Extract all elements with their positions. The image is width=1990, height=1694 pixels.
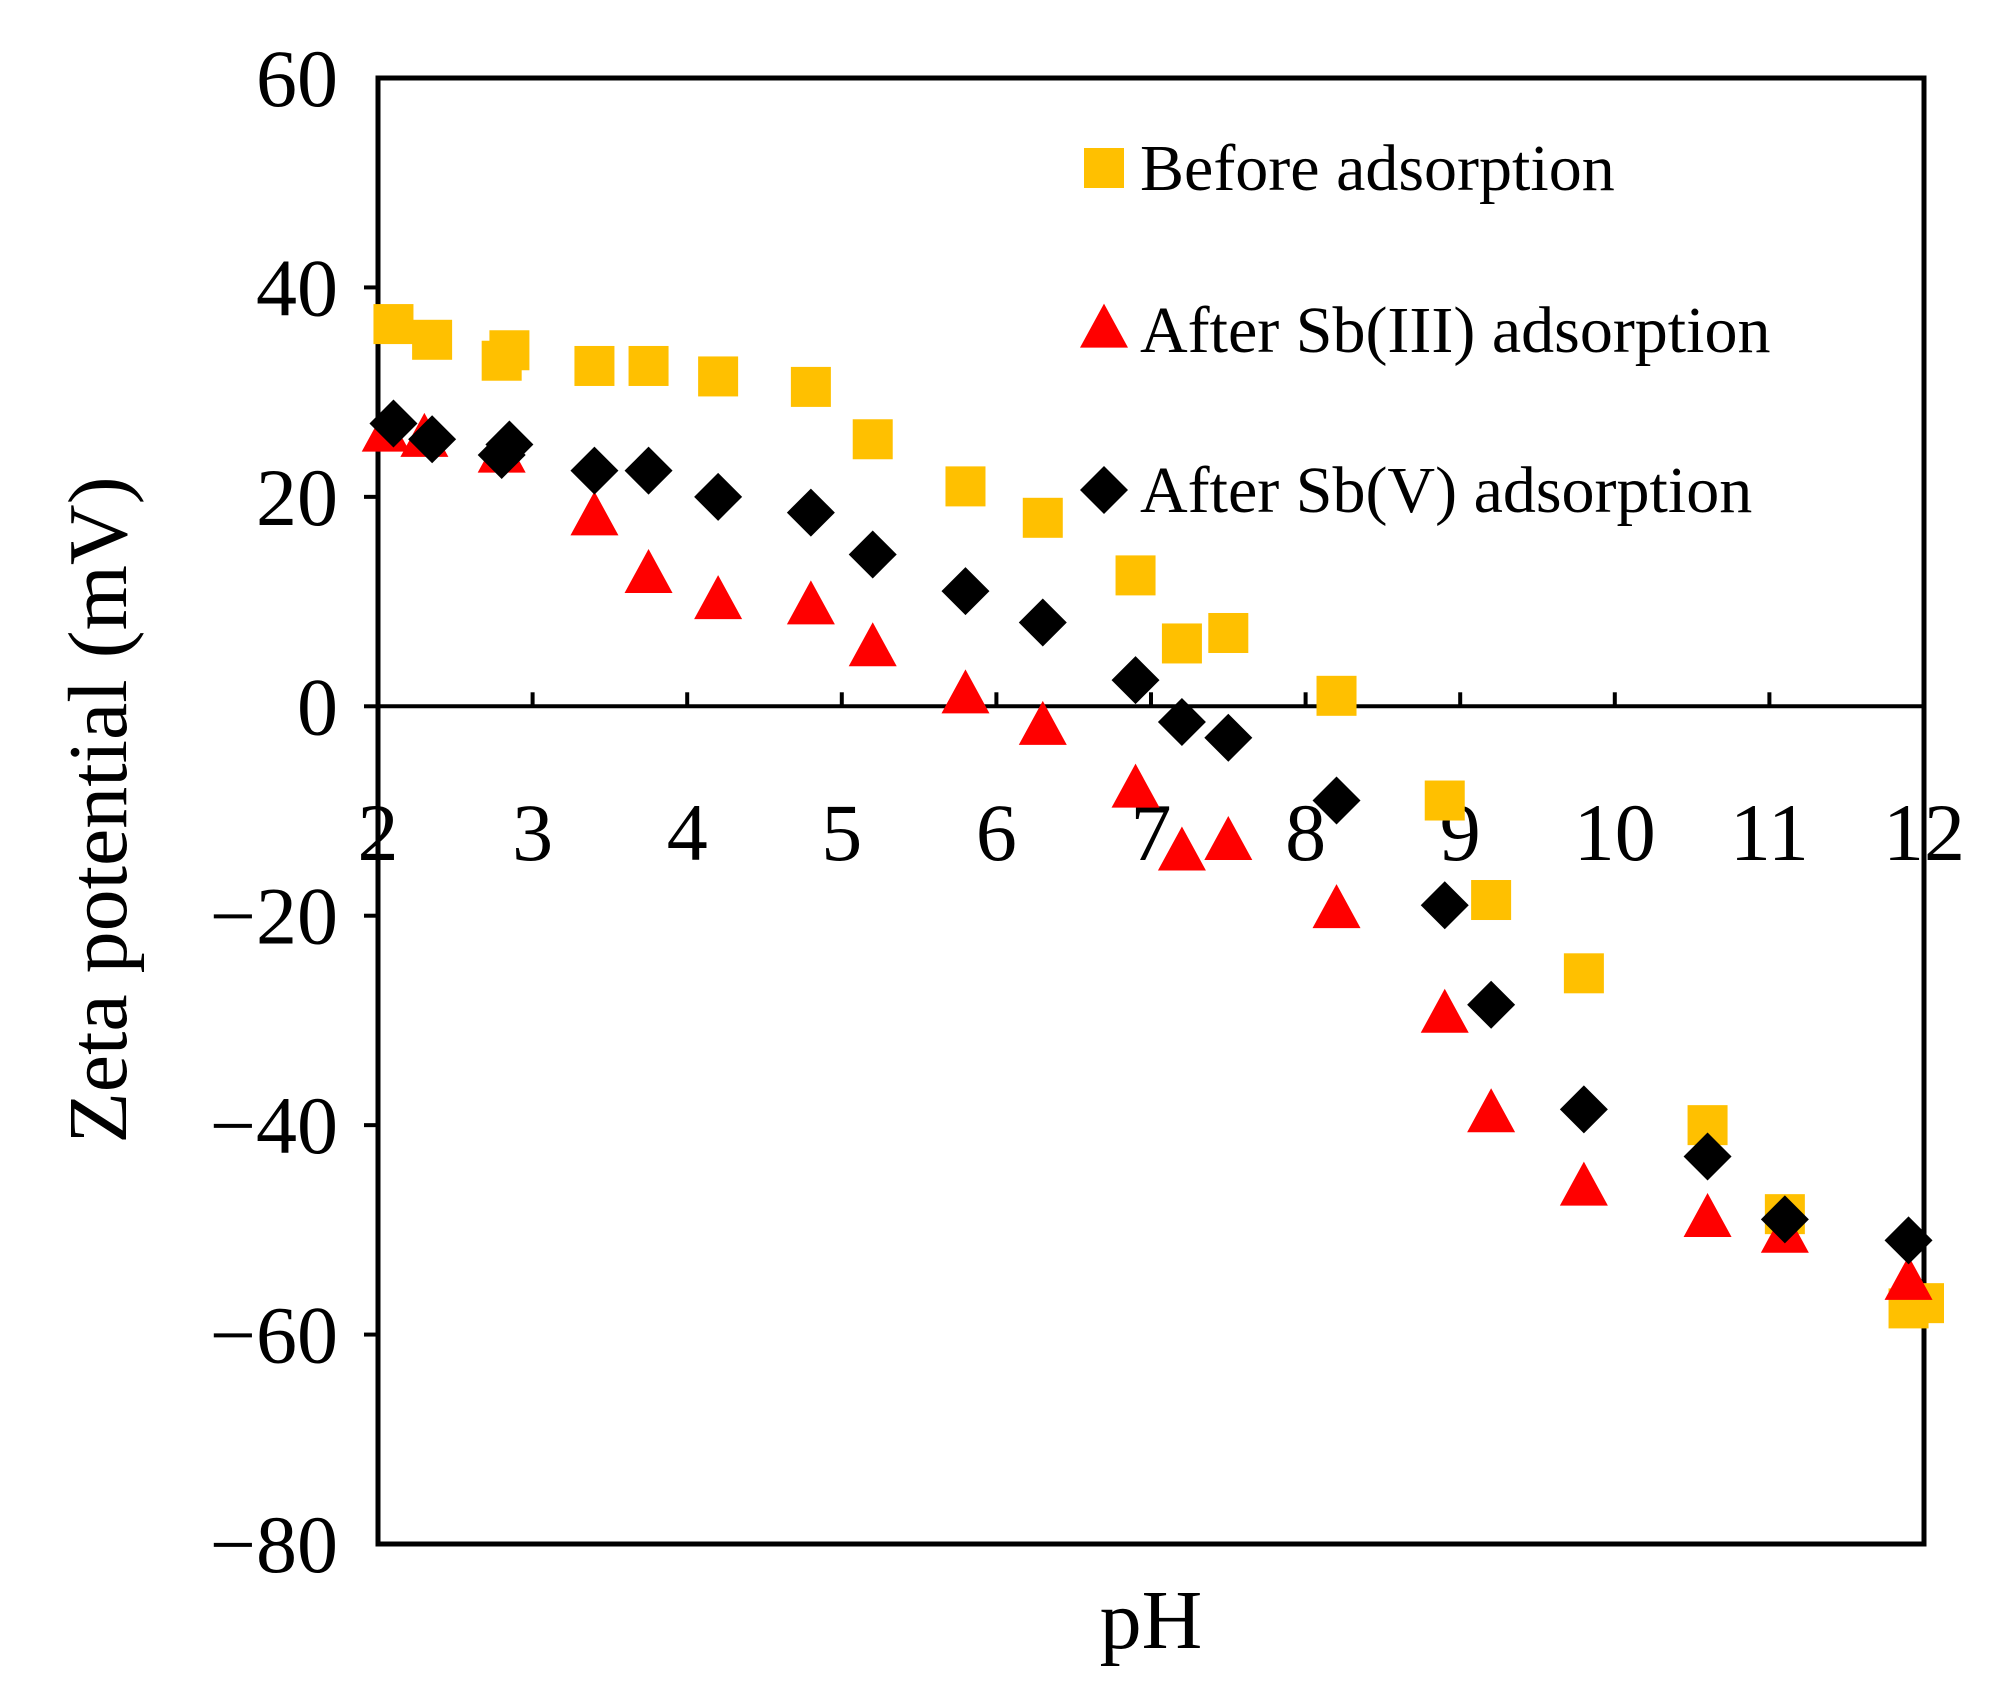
data-point-square [489, 330, 530, 371]
legend-marker-square [1084, 148, 1124, 188]
series-diamond [369, 399, 1933, 1265]
y-tick-label: 0 [297, 661, 338, 752]
plot-frame [375, 75, 1927, 1547]
data-point-square [790, 366, 831, 407]
data-point-diamond [694, 472, 743, 521]
data-point-triangle [1157, 826, 1206, 871]
data-point-square [373, 304, 414, 345]
y-tick-label: 40 [256, 242, 338, 333]
data-point-triangle [1204, 816, 1253, 861]
y-tick-label: −80 [210, 1499, 338, 1590]
data-point-diamond [1683, 1132, 1732, 1181]
x-tick-label: 2 [358, 787, 399, 878]
data-point-diamond [1420, 881, 1469, 930]
x-tick-label: 11 [1730, 787, 1809, 878]
data-point-square [1563, 953, 1604, 994]
x-tick-label: 10 [1574, 787, 1656, 878]
data-points [361, 304, 1944, 1329]
data-point-triangle [786, 580, 835, 625]
data-point-diamond [1884, 1216, 1933, 1265]
y-axis-title: Zeta potential (mV) [52, 476, 145, 1143]
legend-label: After Sb(III) adsorption [1140, 294, 1770, 367]
legend-label: After Sb(V) adsorption [1140, 454, 1752, 527]
data-point-diamond [1157, 697, 1206, 746]
data-point-diamond [624, 446, 673, 495]
data-point-square [1424, 780, 1465, 821]
x-axis-title: pH [1100, 1574, 1203, 1667]
data-point-triangle [1559, 1161, 1608, 1206]
data-point-triangle [848, 622, 897, 667]
data-point-triangle [1467, 1088, 1516, 1133]
data-point-square [698, 356, 739, 397]
data-point-diamond [485, 420, 534, 469]
legend-marker-triangle [1080, 303, 1128, 348]
data-point-diamond [1111, 656, 1160, 705]
data-point-square [1208, 612, 1249, 653]
data-point-diamond [1467, 980, 1516, 1029]
data-point-square [852, 419, 893, 460]
data-point-square [1115, 555, 1156, 596]
data-point-diamond [941, 567, 990, 616]
legend-label: Before adsorption [1140, 132, 1615, 205]
data-point-triangle [1420, 988, 1469, 1033]
x-tick-label: 3 [512, 787, 553, 878]
y-tick-label: −40 [210, 1080, 338, 1171]
data-point-diamond [1559, 1085, 1608, 1134]
x-tick-label: 6 [976, 787, 1017, 878]
data-point-square [628, 345, 669, 386]
data-point-diamond [408, 415, 457, 464]
data-point-triangle [1683, 1192, 1732, 1237]
data-point-triangle [1312, 884, 1361, 929]
data-point-square [574, 345, 615, 386]
data-point-diamond [570, 446, 619, 495]
data-point-triangle [1018, 700, 1067, 745]
data-point-triangle [1884, 1255, 1933, 1300]
data-point-triangle [941, 669, 990, 714]
data-point-diamond [1312, 776, 1361, 825]
data-point-square [945, 466, 986, 507]
data-point-diamond [369, 399, 418, 448]
x-tick-label: 5 [821, 787, 862, 878]
data-point-square [1316, 675, 1357, 716]
legend-marker-diamond [1080, 466, 1128, 514]
data-point-square [1161, 623, 1202, 664]
data-point-triangle [1111, 763, 1160, 808]
y-tick-label: 20 [256, 452, 338, 543]
data-point-triangle [694, 575, 743, 620]
x-tick-label: 4 [667, 787, 708, 878]
data-point-diamond [1204, 713, 1253, 762]
data-point-square [1022, 497, 1063, 538]
data-point-square [412, 319, 453, 360]
y-tick-label: −60 [210, 1290, 338, 1381]
data-point-triangle [624, 548, 673, 593]
data-point-square [1471, 880, 1512, 921]
x-tick-label: 12 [1883, 787, 1965, 878]
data-point-diamond [786, 488, 835, 537]
data-point-diamond [1018, 598, 1067, 647]
data-point-diamond [1760, 1195, 1809, 1244]
y-tick-label: −20 [210, 871, 338, 962]
legend: Before adsorption After Sb(III) adsorptio… [1080, 132, 1770, 527]
y-tick-label: 60 [256, 33, 338, 124]
data-point-triangle [570, 491, 619, 536]
series-square [373, 304, 1944, 1329]
data-point-diamond [848, 530, 897, 579]
